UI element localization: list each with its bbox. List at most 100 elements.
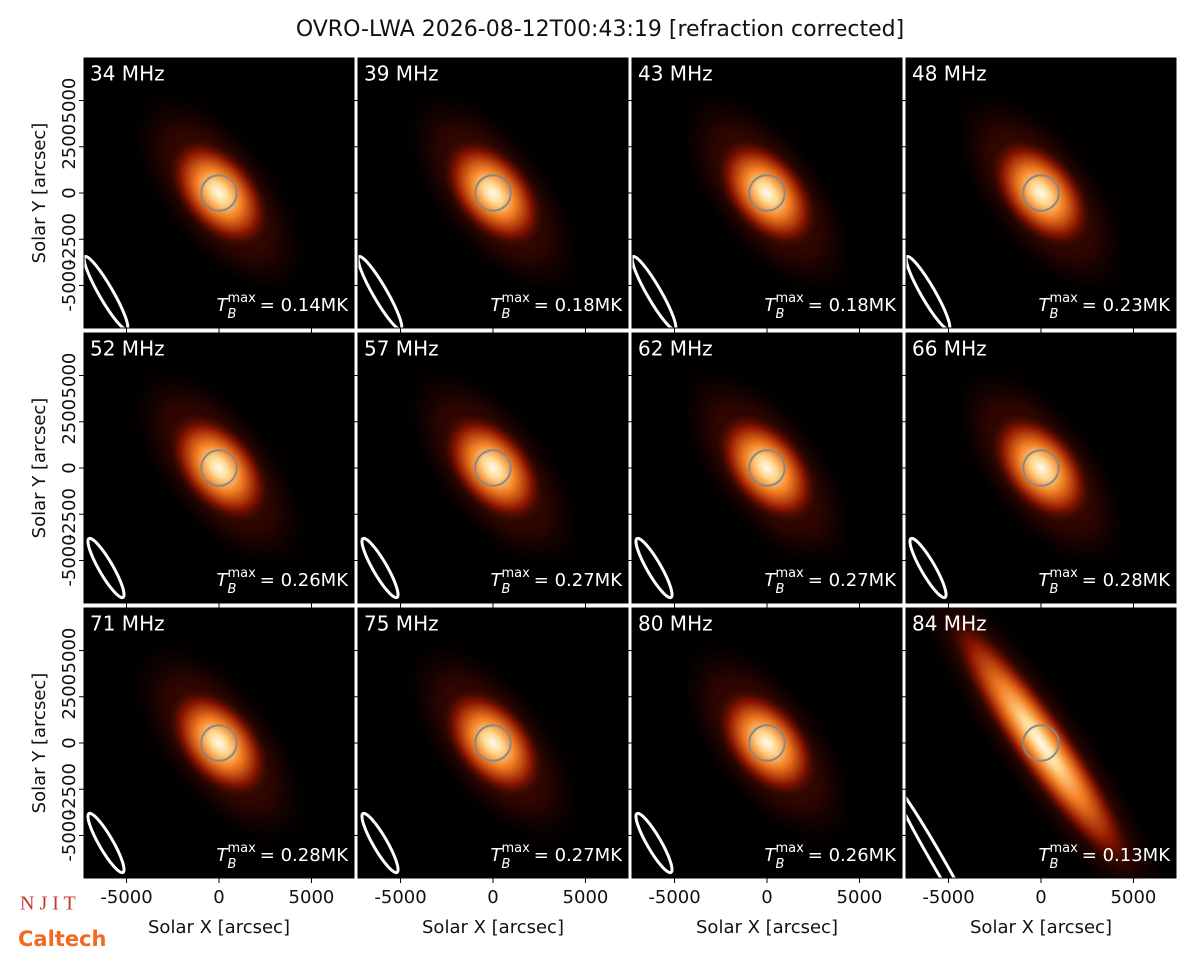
beam	[86, 811, 126, 875]
annotation: TBmax = 0.28MK	[217, 841, 350, 872]
y-axis-label: Solar Y [arcsec]	[29, 398, 50, 539]
tb-value: = 0.28MK	[1082, 570, 1171, 591]
y-tick-label: -5000	[59, 809, 80, 861]
tb-sub: B	[502, 582, 511, 597]
x-tick-label: 5000	[563, 887, 609, 908]
logo-caltech: Caltech	[18, 927, 106, 951]
solar-limb	[748, 724, 786, 762]
image	[632, 333, 902, 603]
panel: 80 MHz TBmax = 0.26MK -5000 0 5000 Solar X [ar…	[627, 607, 903, 938]
annotation: TBmax = 0.26MK	[217, 566, 350, 597]
beam	[360, 536, 400, 600]
solar-limb	[1022, 724, 1060, 762]
logo-njit: N J I T	[20, 893, 76, 915]
panel-title: 39 MHz	[364, 62, 439, 86]
panel-title: 80 MHz	[638, 612, 713, 636]
y-tick-label: 2500	[59, 124, 80, 170]
y-tick-label: 0	[59, 462, 80, 473]
y-tick-label: 5000	[59, 78, 80, 124]
beam	[360, 811, 400, 875]
x-tick-label: 5000	[1111, 887, 1157, 908]
y-axis-label: Solar Y [arcsec]	[29, 673, 50, 814]
tb-sup: max	[227, 841, 256, 856]
panel: 48 MHz TBmax = 0.23MK	[901, 57, 1177, 333]
panel-title: 48 MHz	[912, 62, 987, 86]
y-tick-label: 2500	[59, 399, 80, 445]
image	[358, 58, 628, 328]
solar-limb	[1022, 449, 1060, 487]
tb-symbol: T	[217, 295, 230, 316]
x-axis-label: Solar X [arcsec]	[970, 917, 1112, 938]
y-tick-label: -2500	[59, 763, 80, 815]
x-tick-label: 5000	[289, 887, 335, 908]
tb-value: = 0.26MK	[808, 845, 897, 866]
tb-symbol: T	[1039, 845, 1052, 866]
tb-sub: B	[1050, 857, 1059, 872]
tb-sub: B	[228, 307, 237, 322]
panel-title: 43 MHz	[638, 62, 713, 86]
x-axis-label: Solar X [arcsec]	[148, 917, 290, 938]
emission	[438, 134, 548, 252]
solar-limb	[474, 174, 512, 212]
tb-symbol: T	[1039, 295, 1052, 316]
emission	[712, 684, 822, 802]
beam	[634, 811, 674, 875]
emission	[164, 684, 274, 802]
tb-sup: max	[1049, 566, 1078, 581]
image	[84, 58, 354, 328]
beam	[908, 536, 948, 600]
tb-symbol: T	[491, 845, 504, 866]
tb-sup: max	[501, 566, 530, 581]
panel-title: 71 MHz	[90, 612, 165, 636]
emission	[164, 409, 274, 527]
solar-limb	[474, 449, 512, 487]
annotation: TBmax = 0.13MK	[1039, 841, 1172, 872]
image	[84, 333, 354, 603]
y-tick-label: -2500	[59, 213, 80, 265]
annotation: TBmax = 0.26MK	[765, 841, 898, 872]
tb-value: = 0.18MK	[808, 295, 897, 316]
y-axis-label: Solar Y [arcsec]	[29, 123, 50, 264]
image	[358, 333, 628, 603]
beam	[906, 778, 983, 878]
x-tick-label: -5000	[100, 887, 152, 908]
tb-value: = 0.18MK	[534, 295, 623, 316]
tb-sup: max	[1049, 841, 1078, 856]
solar-limb	[748, 174, 786, 212]
x-tick-label: 5000	[837, 887, 883, 908]
tb-symbol: T	[217, 570, 230, 591]
tb-sup: max	[227, 566, 256, 581]
image	[358, 608, 628, 878]
annotation: TBmax = 0.28MK	[1039, 566, 1172, 597]
image	[906, 608, 1176, 878]
emission	[940, 608, 1142, 878]
panel-title: 66 MHz	[912, 337, 987, 361]
annotation: TBmax = 0.18MK	[765, 291, 898, 322]
beam	[84, 254, 130, 328]
panel-title: 62 MHz	[638, 337, 713, 361]
annotation: TBmax = 0.27MK	[765, 566, 898, 597]
tb-symbol: T	[1039, 570, 1052, 591]
tb-value: = 0.27MK	[534, 570, 623, 591]
x-tick-label: -5000	[374, 887, 426, 908]
x-tick-label: 0	[1035, 887, 1046, 908]
solar-limb	[200, 449, 238, 487]
y-tick-label: 0	[59, 187, 80, 198]
x-axis-label: Solar X [arcsec]	[696, 917, 838, 938]
panel: 66 MHz TBmax = 0.28MK	[901, 332, 1177, 608]
solar-limb	[1022, 174, 1060, 212]
solar-limb	[200, 174, 238, 212]
image	[632, 608, 902, 878]
solar-limb	[200, 724, 238, 762]
figure-title: OVRO-LWA 2026-08-12T00:43:19 [refraction…	[296, 17, 904, 42]
emission	[712, 134, 822, 252]
tb-sub: B	[776, 857, 785, 872]
annotation: TBmax = 0.23MK	[1039, 291, 1172, 322]
panel: 39 MHz TBmax = 0.18MK	[353, 57, 629, 333]
panel: 43 MHz TBmax = 0.18MK	[627, 57, 903, 333]
tb-sub: B	[502, 857, 511, 872]
annotation: TBmax = 0.27MK	[491, 566, 624, 597]
tb-sub: B	[1050, 582, 1059, 597]
y-tick-label: 5000	[59, 628, 80, 674]
